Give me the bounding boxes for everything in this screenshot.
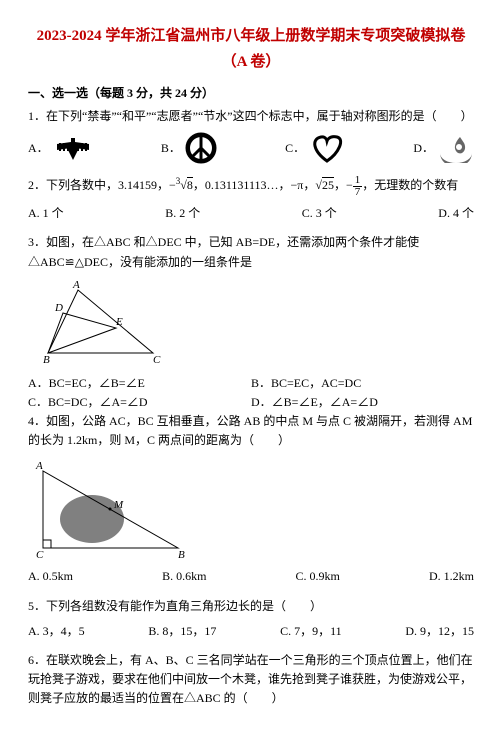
q2-mid2: ，− — [334, 178, 353, 192]
fraction: 17 — [353, 175, 363, 198]
q2-mid1: ，0.131131113…，−π， — [193, 178, 316, 192]
q3-opt-d: D．∠B=∠E，∠A=∠D — [251, 393, 474, 412]
q4-opt-a: A. 0.5km — [28, 567, 73, 586]
question-5: 5．下列各组数没有能作为直角三角形边长的是（ ） — [28, 597, 474, 616]
label-C: C — [153, 354, 161, 366]
q2-opt-d: D. 4 个 — [438, 204, 474, 223]
frac-den: 7 — [353, 187, 363, 198]
sqrt-icon-2: √ — [315, 178, 322, 192]
q5-opt-d: D. 9，12，15 — [405, 622, 474, 641]
q3-options: A．BC=EC，∠B=∠E B．BC=EC，AC=DC C．BC=DC，∠A=∠… — [28, 374, 474, 412]
question-1: 1．在下列“禁毒”“和平”“志愿者”“节水”这四个标志中，属于轴对称图形的是（ … — [28, 107, 474, 126]
q4-opt-c: C. 0.9km — [296, 567, 340, 586]
q4-opt-d: D. 1.2km — [429, 567, 474, 586]
q2-opt-c: C. 3 个 — [302, 204, 337, 223]
q2-rad2: 25 — [322, 177, 334, 192]
page-title-2: （A 卷） — [28, 50, 474, 74]
q1-options: A． B． C． — [28, 132, 474, 164]
q4-options: A. 0.5km B. 0.6km C. 0.9km D. 1.2km — [28, 567, 474, 586]
q2-pre: 2．下列各数中，3.14159，− — [28, 178, 176, 192]
heart-icon — [309, 133, 345, 163]
q5-opt-b: B. 8，15，17 — [148, 622, 216, 641]
q5-opt-c: C. 7，9，11 — [280, 622, 342, 641]
label-A: A — [35, 460, 43, 472]
q2-opt-b: B. 2 个 — [165, 204, 200, 223]
section-heading: 一、选一选（每题 3 分，共 24 分） — [28, 84, 474, 103]
q2-opt-a: A. 1 个 — [28, 204, 64, 223]
label-M: M — [113, 499, 124, 511]
sqrt-icon: √ — [180, 178, 187, 192]
label-C: C — [36, 549, 44, 561]
eagle-icon — [53, 134, 93, 162]
label-D: D — [54, 302, 63, 314]
q1-opt-a: A． — [28, 134, 93, 162]
water-icon — [438, 133, 474, 163]
q2-options: A. 1 个 B. 2 个 C. 3 个 D. 4 个 — [28, 204, 474, 223]
q1-opt-d: D． — [413, 133, 474, 163]
q3-opt-b: B．BC=EC，AC=DC — [251, 374, 474, 393]
q1-opt-b-label: B． — [161, 139, 181, 158]
q1-opt-a-label: A． — [28, 139, 49, 158]
q3-opt-a: A．BC=EC，∠B=∠E — [28, 374, 251, 393]
q1-opt-d-label: D． — [413, 139, 434, 158]
q2-post: ，无理数的个数有 — [362, 178, 458, 192]
q1-opt-c: C． — [285, 133, 345, 163]
q1-opt-b: B． — [161, 132, 217, 164]
q4-figure: A M C B — [28, 456, 474, 561]
peace-icon — [185, 132, 217, 164]
q5-opt-a: A. 3，4，5 — [28, 622, 85, 641]
q1-opt-c-label: C． — [285, 139, 305, 158]
page-title-1: 2023-2024 学年浙江省温州市八年级上册数学期末专项突破模拟卷 — [28, 24, 474, 48]
question-3: 3．如图，在△ABC 和△DEC 中，已知 AB=DE，还需添加两个条件才能使△… — [28, 233, 474, 271]
label-B: B — [43, 354, 50, 366]
question-6: 6．在联欢晚会上，有 A、B、C 三名同学站在一个三角形的三个顶点位置上，他们在… — [28, 651, 474, 709]
q3-figure: B E C A D — [28, 278, 474, 368]
label-A: A — [72, 279, 80, 291]
q3-opt-c: C．BC=DC，∠A=∠D — [28, 393, 251, 412]
label-B: B — [178, 549, 185, 561]
question-2: 2．下列各数中，3.14159，−3√8，0.131131113…，−π，√25… — [28, 174, 474, 198]
label-E: E — [115, 316, 123, 328]
q5-options: A. 3，4，5 B. 8，15，17 C. 7，9，11 D. 9，12，15 — [28, 622, 474, 641]
q4-opt-b: B. 0.6km — [162, 567, 206, 586]
question-4: 4．如图，公路 AC，BC 互相垂直，公路 AB 的中点 M 与点 C 被湖隔开… — [28, 412, 474, 450]
